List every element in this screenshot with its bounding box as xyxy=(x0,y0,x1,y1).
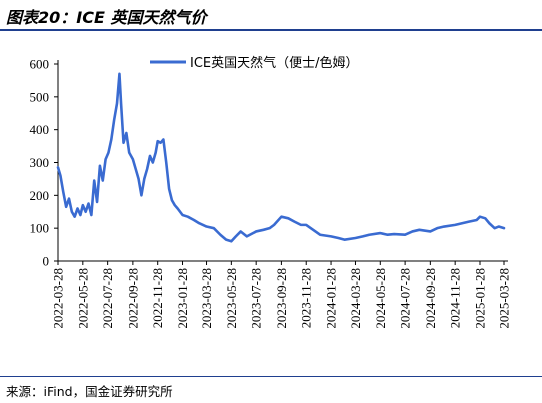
x-tick-label: 2023-01-28 xyxy=(175,268,190,329)
x-tick-label: 2023-05-28 xyxy=(224,268,239,329)
x-tick-label: 2025-01-28 xyxy=(472,268,487,329)
x-tick-label: 2024-03-28 xyxy=(348,268,363,329)
y-tick-label: 300 xyxy=(30,155,50,170)
x-axis-ticks: 2022-03-28 2022-05-28 2022-07-28 2022-09-28… xyxy=(51,261,512,329)
x-tick-label: 2024-09-28 xyxy=(423,268,438,329)
title-divider xyxy=(0,29,542,31)
x-tick-label: 2023-11-28 xyxy=(299,268,314,328)
y-axis-ticks: 0 100 200 300 400 500 600 xyxy=(30,57,58,269)
x-tick-label: 2023-03-28 xyxy=(199,268,214,329)
x-tick-label: 2022-07-28 xyxy=(100,268,115,329)
y-tick-label: 400 xyxy=(30,122,50,137)
line-chart: 0 100 200 300 400 500 600 2022-03-28 2022-05-28… xyxy=(30,55,512,329)
x-tick-label: 2022-11-28 xyxy=(150,268,165,328)
series-line xyxy=(56,72,506,243)
y-tick-label: 600 xyxy=(30,57,50,72)
footer-divider xyxy=(0,376,542,377)
x-tick-label: 2025-03-28 xyxy=(497,268,512,329)
x-tick-label: 2023-09-28 xyxy=(274,268,289,329)
plot-area xyxy=(56,72,506,243)
legend-label: ICE英国天然气（便士/色姆） xyxy=(190,55,359,71)
y-tick-label: 0 xyxy=(43,254,50,269)
y-tick-label: 500 xyxy=(30,89,50,104)
x-tick-label: 2024-11-28 xyxy=(448,268,463,328)
y-tick-label: 200 xyxy=(30,188,50,203)
x-tick-label: 2022-03-28 xyxy=(51,268,66,329)
x-tick-label: 2022-09-28 xyxy=(125,268,140,329)
x-tick-label: 2024-05-28 xyxy=(373,268,388,329)
x-tick-label: 2024-01-28 xyxy=(324,268,339,329)
chart-legend: ICE英国天然气（便士/色姆） xyxy=(150,55,359,71)
x-tick-label: 2024-07-28 xyxy=(398,268,413,329)
figure-title: 图表20：ICE 英国天然气价 xyxy=(6,8,207,27)
source-note: 来源：iFind，国金证券研究所 xyxy=(6,384,173,399)
x-tick-label: 2022-05-28 xyxy=(75,268,90,329)
y-tick-label: 100 xyxy=(30,221,50,236)
x-tick-label: 2023-07-28 xyxy=(249,268,264,329)
chart-axes xyxy=(57,60,508,262)
